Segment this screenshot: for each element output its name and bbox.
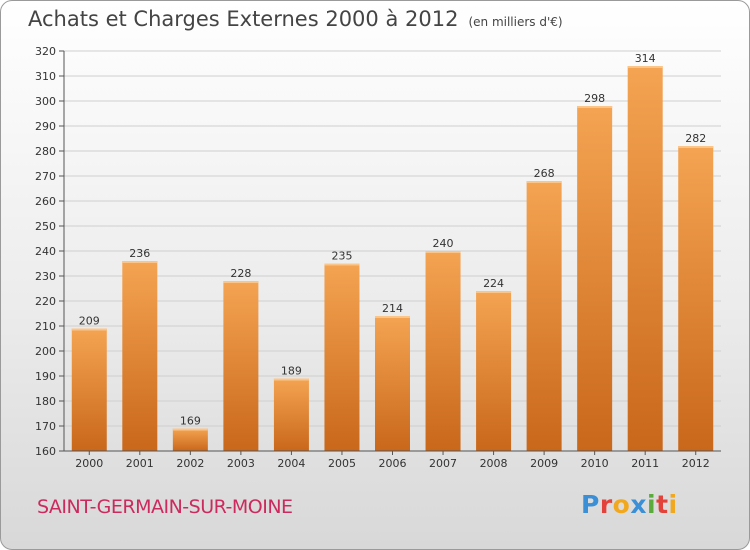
data-label-2006: 214 [382, 302, 403, 315]
y-axis: 160 170 180 190 200 210 220 230 240 250 260 270 280 2… [35, 45, 65, 458]
bar-2005 [324, 263, 360, 451]
y-tick-label: 260 [35, 195, 56, 208]
bars: 209 236 169 228 189 235 214 240 224 268 298 314 282 [71, 52, 714, 451]
bar-2012 [678, 146, 714, 451]
data-label-2001: 236 [129, 247, 150, 260]
bar-2007 [425, 251, 461, 451]
y-tick-label: 210 [35, 320, 56, 333]
commune-name: SAINT-GERMAIN-SUR-MOINE [37, 496, 293, 518]
bar-2003 [223, 281, 259, 451]
bar-2008 [476, 291, 512, 451]
x-tick-label-2010: 2010 [581, 457, 609, 470]
chart-title: Achats et Charges Externes 2000 à 2012 (e… [28, 7, 563, 31]
bar-2001 [122, 261, 158, 451]
bar-2009 [526, 181, 562, 451]
logo-letter: P [581, 490, 600, 519]
x-tick-label-2006: 2006 [379, 457, 407, 470]
x-tick-label-2000: 2000 [75, 457, 103, 470]
y-tick-label: 310 [35, 70, 56, 83]
y-tick-label: 290 [35, 120, 56, 133]
data-label-2009: 268 [534, 167, 555, 180]
y-tick-label: 320 [35, 45, 56, 58]
bar-2004 [273, 378, 309, 451]
x-tick-label-2003: 2003 [227, 457, 255, 470]
data-label-2010: 298 [584, 92, 605, 105]
x-tick-label-2001: 2001 [126, 457, 154, 470]
data-label-2011: 314 [635, 52, 656, 65]
bar-highlight-2011 [627, 66, 663, 68]
bar-highlight-2007 [425, 251, 461, 253]
y-tick-label: 240 [35, 245, 56, 258]
chart-unit: (en milliers d'€) [468, 15, 563, 29]
bar-highlight-2012 [678, 146, 714, 148]
bar-highlight-2003 [223, 281, 259, 283]
y-tick-label: 230 [35, 270, 56, 283]
x-tick-label-2009: 2009 [530, 457, 558, 470]
x-tick-label-2007: 2007 [429, 457, 457, 470]
y-tick-label: 300 [35, 95, 56, 108]
y-tick-label: 170 [35, 420, 56, 433]
logo-letter: t [656, 490, 669, 519]
bar-highlight-2004 [273, 378, 309, 381]
bar-2002 [172, 428, 208, 451]
bar-2011 [627, 66, 663, 451]
bar-highlight-2010 [577, 106, 613, 108]
data-label-2008: 224 [483, 277, 504, 290]
y-tick-label: 220 [35, 295, 56, 308]
bar-highlight-2006 [375, 316, 410, 318]
y-tick-label: 280 [35, 145, 56, 158]
y-tick-label: 250 [35, 220, 56, 233]
logo-letter: o [612, 490, 631, 519]
logo-letter: i [647, 490, 657, 519]
data-label-2005: 235 [331, 250, 352, 263]
bar-highlight-2001 [122, 261, 158, 263]
y-tick-label: 270 [35, 170, 56, 183]
y-tick-label: 200 [35, 345, 56, 358]
bar-highlight-2002 [172, 428, 208, 431]
data-label-2002: 169 [180, 415, 201, 428]
y-tick-label: 160 [35, 445, 56, 458]
bar-2010 [577, 106, 613, 451]
y-tick-label: 180 [35, 395, 56, 408]
bar-highlight-2008 [476, 291, 512, 293]
x-tick-label-2012: 2012 [682, 457, 710, 470]
data-label-2004: 189 [281, 365, 302, 378]
x-tick-label-2011: 2011 [631, 457, 659, 470]
data-label-2003: 228 [230, 267, 251, 280]
bar-2006 [375, 316, 410, 451]
bar-highlight-2009 [526, 181, 562, 183]
data-label-2012: 282 [685, 132, 706, 145]
bar-highlight-2005 [324, 263, 360, 266]
x-tick-label-2008: 2008 [480, 457, 508, 470]
x-axis: 2000 2001 2002 2003 2004 2005 2006 2007 2008 2009… [64, 450, 721, 470]
data-label-2000: 209 [79, 315, 100, 328]
data-label-2007: 240 [433, 237, 454, 250]
bar-highlight-2000 [71, 328, 107, 331]
x-tick-label-2005: 2005 [328, 457, 356, 470]
bar-2000 [71, 328, 107, 451]
x-tick-label-2004: 2004 [277, 457, 305, 470]
logo-letter: i [668, 490, 678, 519]
proxiti-logo: Proxiti [581, 490, 678, 519]
x-tick-label-2002: 2002 [176, 457, 204, 470]
logo-letter: x [630, 490, 647, 519]
logo-letter: r [599, 490, 613, 519]
y-tick-label: 190 [35, 370, 56, 383]
chart-title-text: Achats et Charges Externes 2000 à 2012 [28, 7, 459, 31]
